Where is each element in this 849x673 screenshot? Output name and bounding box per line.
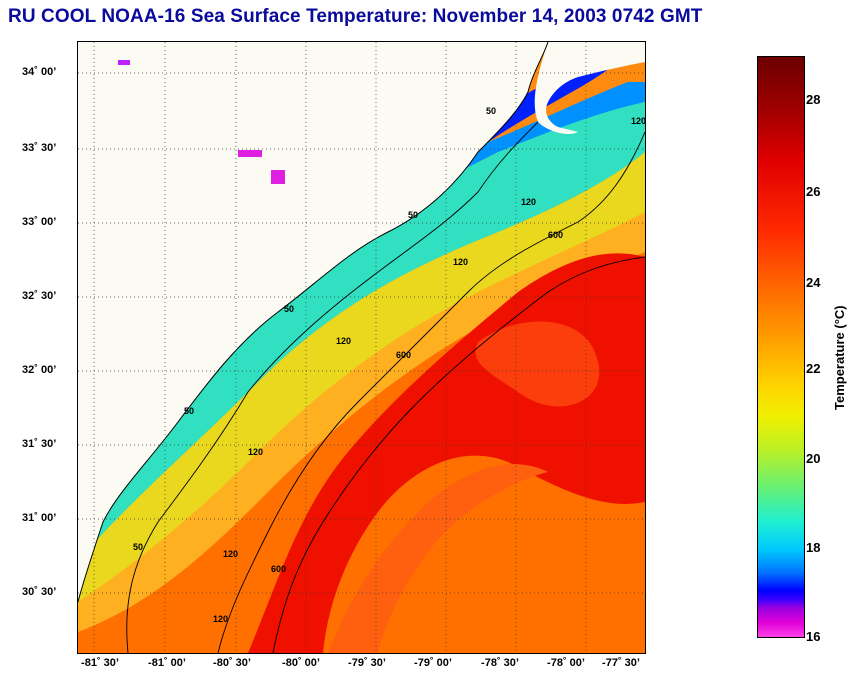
land bbox=[78, 42, 548, 602]
lon-label: -81˚ 00’ bbox=[148, 657, 186, 669]
contour-label: 600 bbox=[396, 350, 411, 360]
colorbar-tick: 28 bbox=[806, 92, 821, 107]
lat-label: 32˚ 00’ bbox=[22, 364, 57, 376]
contour-label: 50 bbox=[184, 406, 194, 416]
map-title: RU COOL NOAA-16 Sea Surface Temperature:… bbox=[8, 6, 703, 27]
lon-label: -78˚ 00’ bbox=[547, 657, 585, 669]
contour-label: 120 bbox=[213, 614, 228, 624]
contour-label: 120 bbox=[223, 549, 238, 559]
lon-label: -77˚ 30’ bbox=[602, 657, 640, 669]
contour-label: 50 bbox=[486, 106, 496, 116]
lon-label: -80˚ 00’ bbox=[282, 657, 320, 669]
colorbar-tick: 24 bbox=[806, 275, 821, 290]
contour-label: 120 bbox=[521, 197, 536, 207]
contour-label: 50 bbox=[284, 304, 294, 314]
lon-label: -80˚ 30’ bbox=[213, 657, 251, 669]
lat-label: 30˚ 30’ bbox=[22, 586, 57, 598]
lat-label: 31˚ 30’ bbox=[22, 438, 57, 450]
lat-label: 32˚ 30’ bbox=[22, 290, 57, 302]
coastline bbox=[78, 42, 549, 603]
colorbar-tick: 16 bbox=[806, 629, 821, 644]
contour-label: 50 bbox=[133, 542, 143, 552]
colorbar-tick: 20 bbox=[806, 451, 821, 466]
colorbar-tick: 22 bbox=[806, 361, 821, 376]
temperature-colorbar bbox=[757, 56, 805, 638]
lat-label: 33˚ 00’ bbox=[22, 216, 57, 228]
colorbar-tick: 26 bbox=[806, 184, 821, 199]
contour-label: 600 bbox=[271, 564, 286, 574]
lon-label: -79˚ 00’ bbox=[414, 657, 452, 669]
lat-label: 31˚ 00’ bbox=[22, 512, 57, 524]
colorbar-tick: 18 bbox=[806, 540, 821, 555]
contour-label: 120 bbox=[248, 447, 263, 457]
nearshore-cool-band bbox=[78, 87, 645, 602]
lat-label: 34˚ 00’ bbox=[22, 66, 57, 78]
lon-label: -78˚ 30’ bbox=[481, 657, 519, 669]
lon-label: -79˚ 30’ bbox=[348, 657, 386, 669]
contour-label: 120 bbox=[631, 116, 645, 126]
contour-label: 120 bbox=[453, 257, 468, 267]
colorbar-label: Temperature (°C) bbox=[832, 305, 847, 410]
contour-label: 120 bbox=[336, 336, 351, 346]
isobath-contours bbox=[126, 121, 645, 653]
lon-label: -81˚ 30’ bbox=[81, 657, 119, 669]
contour-label: 600 bbox=[548, 230, 563, 240]
contour-label: 50 bbox=[408, 210, 418, 220]
lat-label: 33˚ 30’ bbox=[22, 142, 57, 154]
lat-lon-grid bbox=[78, 42, 645, 653]
sst-map: 50 50 50 50 50 120 120 120 120 120 120 1… bbox=[77, 41, 646, 654]
